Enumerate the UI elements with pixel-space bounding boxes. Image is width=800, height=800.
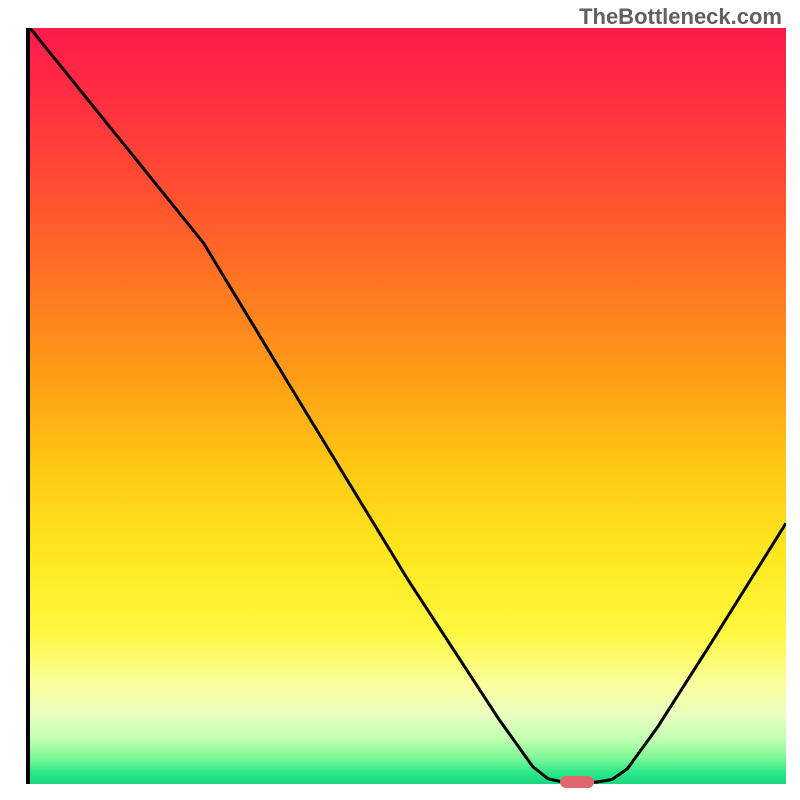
chart-container: TheBottleneck.com xyxy=(0,0,800,800)
chart-line-layer xyxy=(30,28,786,784)
watermark-text: TheBottleneck.com xyxy=(579,4,782,30)
bottleneck-curve xyxy=(30,28,786,782)
plot-area xyxy=(26,28,782,784)
optimal-point-marker xyxy=(560,776,594,788)
